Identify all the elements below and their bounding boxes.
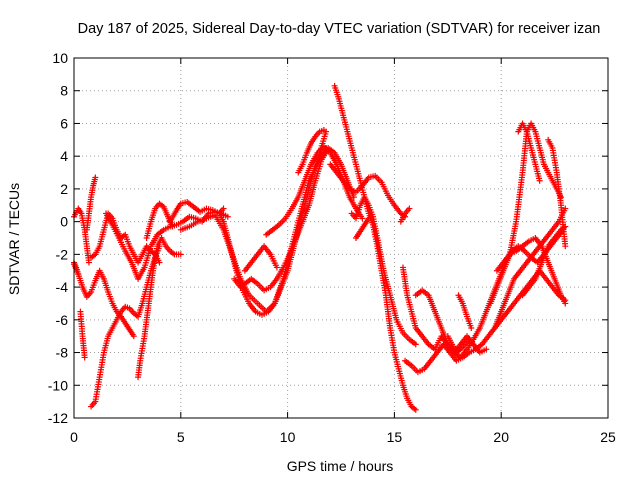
data-point <box>483 346 490 353</box>
data-point <box>224 213 231 220</box>
y-tick-label: 8 <box>60 83 68 99</box>
y-tick-label: 10 <box>52 50 68 66</box>
data-point <box>156 259 163 266</box>
series-arc-28 <box>487 120 565 307</box>
series-arc-21 <box>352 215 372 241</box>
data-point <box>130 333 137 340</box>
series-arc-9 <box>135 235 184 381</box>
y-tick-label: -12 <box>48 410 68 426</box>
series-arc-11 <box>167 199 227 225</box>
y-tick-label: 4 <box>60 148 68 164</box>
x-axis-label: GPS time / hours <box>287 458 394 474</box>
series-arc-33 <box>519 223 569 299</box>
chart-title: Day 187 of 2025, Sidereal Day-to-day VTE… <box>78 21 601 37</box>
grid <box>74 58 608 418</box>
y-tick-label: 0 <box>60 214 68 230</box>
data-point <box>92 174 99 181</box>
x-tick-label: 15 <box>387 429 403 445</box>
series-arc-15 <box>241 243 280 274</box>
data-point <box>406 205 413 212</box>
series-arc-22 <box>397 205 413 225</box>
series-arc-24 <box>402 267 569 376</box>
series-arc-27 <box>455 292 475 331</box>
y-tick-label: 2 <box>60 181 68 197</box>
axis-ticks: -12 -10 -8 -6 -4 -2 0 2 4 6 8 10 0 5 10 15 20 25 <box>48 50 616 445</box>
data-point <box>220 205 227 212</box>
data-point <box>562 243 569 250</box>
data-point <box>468 325 475 331</box>
series-arc-3 <box>83 174 99 233</box>
data-point <box>75 271 82 277</box>
y-tick-label: -2 <box>56 246 69 262</box>
data-marks <box>71 82 569 413</box>
series-arc-26 <box>444 333 473 356</box>
data-point <box>81 354 88 361</box>
x-tick-label: 0 <box>70 429 78 445</box>
series-arc-4 <box>71 261 137 340</box>
data-point <box>412 341 419 348</box>
data-point <box>562 205 569 212</box>
series-arc-8 <box>103 208 231 282</box>
data-point <box>412 406 419 413</box>
data-point <box>320 127 327 133</box>
y-tick-label: -4 <box>56 279 69 295</box>
data-point <box>85 259 92 266</box>
data-point <box>169 223 176 230</box>
series-arc-17 <box>295 127 327 176</box>
y-axis-label: SDTVAR / TECUs <box>6 183 22 295</box>
x-tick-label: 20 <box>493 429 509 445</box>
data-point <box>562 223 569 230</box>
y-tick-label: -8 <box>56 345 69 361</box>
data-point <box>536 177 543 184</box>
series-arc-19 <box>327 161 409 220</box>
y-tick-label: -6 <box>56 312 69 328</box>
x-tick-label: 25 <box>600 429 616 445</box>
series-arc-2 <box>77 308 88 361</box>
data-point <box>562 300 569 307</box>
y-tick-label: 6 <box>60 115 68 131</box>
series-arc-18 <box>331 82 419 413</box>
data-point <box>558 194 565 201</box>
x-tick-label: 10 <box>280 429 296 445</box>
data-point <box>466 336 473 343</box>
data-point <box>177 251 184 258</box>
series-arc-31 <box>515 120 543 184</box>
data-point <box>273 264 280 271</box>
series-arc-10 <box>143 200 176 241</box>
series-arc-20 <box>348 194 419 348</box>
data-point <box>365 215 372 222</box>
data-point <box>359 215 366 222</box>
y-tick-label: -10 <box>48 377 68 393</box>
x-tick-label: 5 <box>177 429 185 445</box>
series-arc-16 <box>263 143 366 238</box>
plot-frame <box>73 57 609 419</box>
